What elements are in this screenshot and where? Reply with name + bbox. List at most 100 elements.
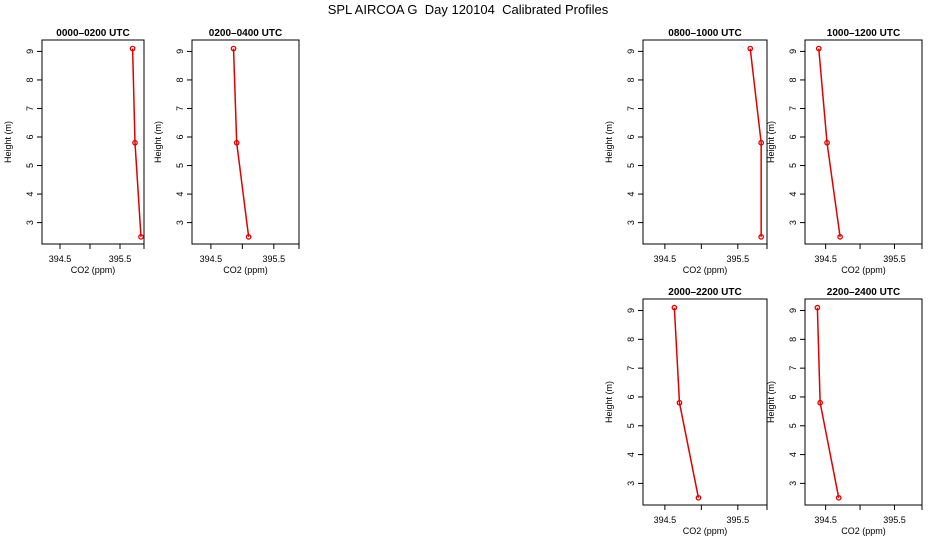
y-tick-label: 3 <box>788 220 798 225</box>
y-tick-label: 9 <box>626 308 636 313</box>
y-tick-label: 8 <box>626 77 636 82</box>
page-title: SPL AIRCOA G Day 120104 Calibrated Profi… <box>327 2 609 17</box>
y-tick-label: 4 <box>626 452 636 457</box>
profile-line <box>818 48 841 237</box>
y-tick-label: 4 <box>175 192 185 197</box>
profile-line <box>749 48 762 237</box>
data-point <box>132 139 138 146</box>
plot-frame <box>642 298 768 506</box>
panel-title: 2000–2200 UTC <box>668 287 741 298</box>
x-tick-label: 395.5 <box>109 254 132 264</box>
y-tick-label: 8 <box>788 337 798 342</box>
y-tick-label: 8 <box>788 77 798 82</box>
y-tick-label: 5 <box>788 163 798 168</box>
data-point <box>815 45 822 52</box>
data-point <box>814 304 821 311</box>
x-tick-label: 395.5 <box>263 254 286 264</box>
profile-line <box>131 48 142 237</box>
y-tick-label: 5 <box>175 163 185 168</box>
data-point <box>747 45 754 52</box>
profile-line <box>673 307 700 498</box>
y-tick-label: 8 <box>626 337 636 342</box>
y-tick-label: 7 <box>788 106 798 111</box>
y-tick-label: 5 <box>25 163 35 168</box>
y-tick-label: 3 <box>626 220 636 225</box>
data-point <box>245 234 252 240</box>
y-tick-label: 7 <box>788 366 798 371</box>
y-tick-label: 9 <box>626 49 636 54</box>
data-point <box>676 399 683 406</box>
data-point <box>695 494 702 501</box>
x-tick-label: 394.5 <box>49 254 72 264</box>
plot-frame <box>41 39 145 245</box>
y-tick-label: 8 <box>25 77 35 82</box>
x-tick-label: 394.5 <box>200 254 223 264</box>
y-tick-label: 8 <box>175 77 185 82</box>
profile-line <box>816 307 840 498</box>
data-point <box>671 304 678 311</box>
x-tick-label: 394.5 <box>654 254 677 264</box>
y-tick-label: 6 <box>626 394 636 399</box>
x-tick-label: 395.5 <box>883 254 906 264</box>
y-axis-label: Height (m) <box>604 381 614 423</box>
data-point <box>230 45 237 52</box>
y-tick-label: 4 <box>788 192 798 197</box>
y-tick-label: 7 <box>175 106 185 111</box>
data-point <box>233 139 240 146</box>
panel-title: 1000–1200 UTC <box>827 28 900 39</box>
y-tick-label: 9 <box>788 308 798 313</box>
data-point <box>138 234 144 240</box>
y-tick-label: 3 <box>788 481 798 486</box>
x-axis-label: CO2 (ppm) <box>683 526 728 536</box>
y-tick-label: 6 <box>25 134 35 139</box>
panel-title: 0800–1000 UTC <box>668 28 741 39</box>
plot-frame <box>804 39 923 245</box>
data-point <box>758 234 765 240</box>
panel-title: 2200–2400 UTC <box>827 287 900 298</box>
y-tick-label: 9 <box>25 49 35 54</box>
y-tick-label: 4 <box>788 452 798 457</box>
y-tick-label: 7 <box>25 106 35 111</box>
x-axis-label: CO2 (ppm) <box>223 265 268 275</box>
x-tick-label: 395.5 <box>727 254 750 264</box>
data-point <box>835 494 842 501</box>
y-axis-label: Height (m) <box>604 121 614 163</box>
y-tick-label: 5 <box>626 163 636 168</box>
panel-title: 0000–0200 UTC <box>56 28 129 39</box>
y-tick-label: 6 <box>175 134 185 139</box>
profile-line <box>232 48 250 237</box>
data-point <box>129 45 136 52</box>
x-tick-label: 394.5 <box>814 515 837 525</box>
y-tick-label: 3 <box>626 481 636 486</box>
y-tick-label: 7 <box>626 366 636 371</box>
y-tick-label: 3 <box>175 220 185 225</box>
x-tick-label: 394.5 <box>654 515 677 525</box>
plot-frame <box>642 39 768 245</box>
x-tick-label: 394.5 <box>814 254 837 264</box>
data-point <box>837 234 843 240</box>
x-axis-label: CO2 (ppm) <box>841 265 886 275</box>
plot-frame <box>191 39 300 245</box>
y-tick-label: 5 <box>788 423 798 428</box>
x-tick-label: 395.5 <box>883 515 906 525</box>
y-tick-label: 4 <box>626 192 636 197</box>
x-tick-label: 395.5 <box>727 515 750 525</box>
y-tick-label: 9 <box>175 49 185 54</box>
x-axis-label: CO2 (ppm) <box>683 265 728 275</box>
x-axis-label: CO2 (ppm) <box>841 526 886 536</box>
data-point <box>817 399 823 406</box>
y-axis-label: Height (m) <box>766 121 776 163</box>
y-tick-label: 6 <box>626 134 636 139</box>
y-tick-label: 6 <box>788 134 798 139</box>
y-axis-label: Height (m) <box>3 121 13 163</box>
y-tick-label: 3 <box>25 220 35 225</box>
data-point <box>824 139 830 146</box>
y-tick-label: 4 <box>25 192 35 197</box>
y-tick-label: 5 <box>626 423 636 428</box>
data-point <box>758 139 765 146</box>
y-axis-label: Height (m) <box>766 381 776 423</box>
